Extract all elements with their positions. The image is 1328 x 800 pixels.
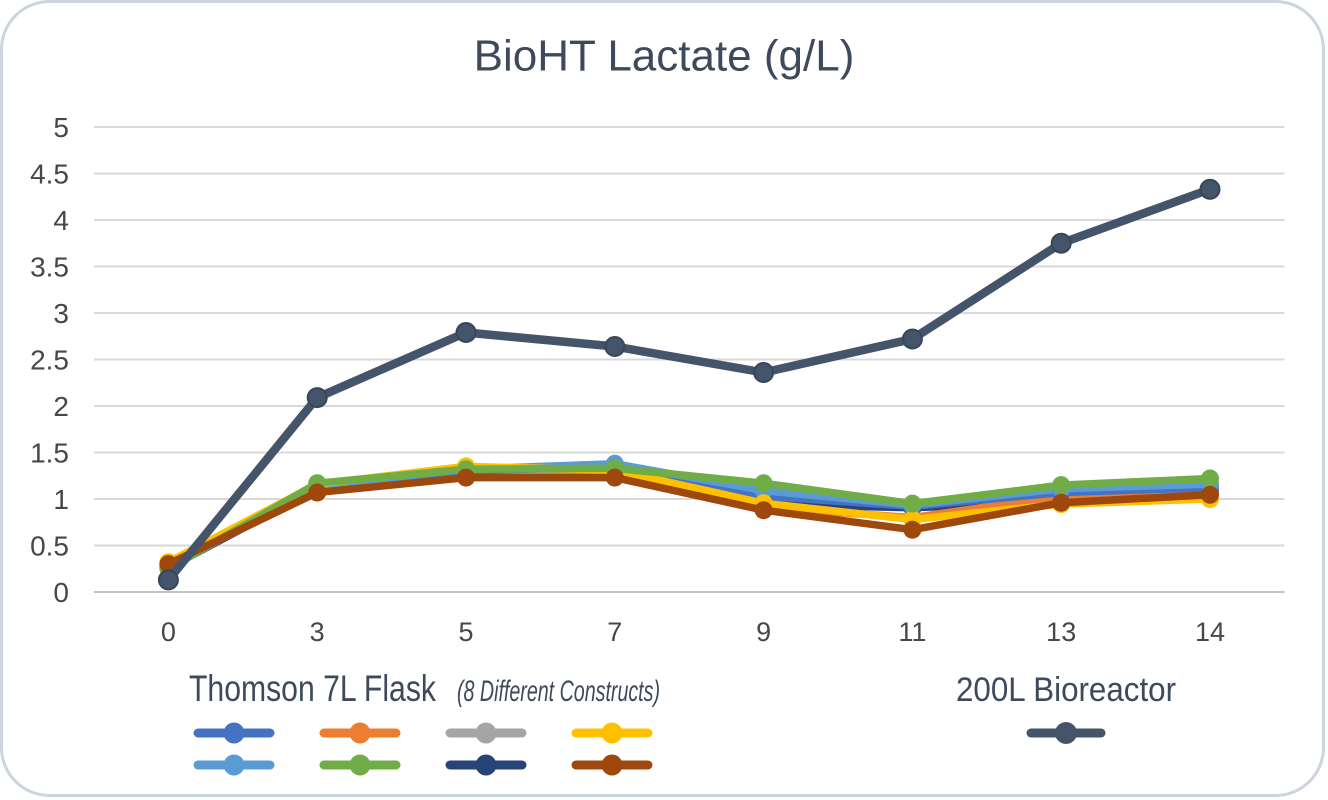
svg-text:3: 3 <box>53 298 69 329</box>
svg-text:0: 0 <box>53 577 69 608</box>
svg-text:0.5: 0.5 <box>30 531 69 562</box>
svg-text:4: 4 <box>53 205 69 236</box>
svg-text:Thomson 7L Flask: Thomson 7L Flask <box>189 668 436 709</box>
svg-text:5: 5 <box>53 112 69 143</box>
svg-text:4.5: 4.5 <box>30 159 69 190</box>
svg-text:14: 14 <box>1195 617 1225 647</box>
svg-text:1: 1 <box>53 484 69 515</box>
svg-text:3.5: 3.5 <box>30 252 69 283</box>
svg-text:9: 9 <box>756 617 771 647</box>
svg-text:BioHT Lactate (g/L): BioHT Lactate (g/L) <box>474 32 855 81</box>
svg-text:2: 2 <box>53 391 69 422</box>
svg-text:11: 11 <box>898 617 926 647</box>
svg-text:13: 13 <box>1046 617 1076 647</box>
svg-text:7: 7 <box>607 617 622 647</box>
svg-text:5: 5 <box>458 617 473 647</box>
svg-text:2.5: 2.5 <box>30 345 69 376</box>
svg-text:1.5: 1.5 <box>30 438 69 469</box>
svg-text:3: 3 <box>310 617 325 647</box>
svg-text:200L Bioreactor: 200L Bioreactor <box>956 671 1176 709</box>
svg-text:0: 0 <box>161 617 176 647</box>
svg-text:(8 Different Constructs): (8 Different Constructs) <box>457 675 660 708</box>
